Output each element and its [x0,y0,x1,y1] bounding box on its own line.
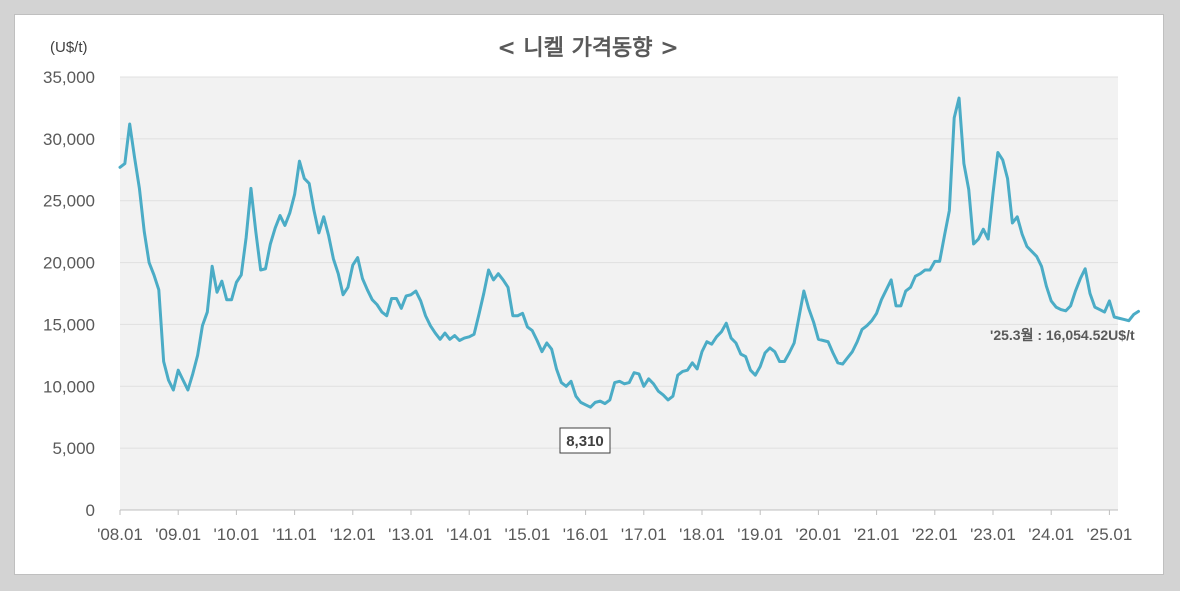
plot-area [120,77,1118,510]
x-tick-label: '16.01 [563,525,609,544]
chart-title: < 니켈 가격동향 > [497,36,678,61]
x-tick-label: '17.01 [621,525,667,544]
x-tick-label: '24.01 [1028,525,1074,544]
x-tick-label: '23.01 [970,525,1016,544]
x-tick-label: '25.01 [1087,525,1133,544]
y-tick-label: 20,000 [43,254,95,273]
x-tick-label: '15.01 [505,525,551,544]
x-tick-label: '12.01 [330,525,376,544]
x-axis-ticks: '08.01 '09.01 '10.01 '11.01 '12.01 '13.01 '14.… [97,510,1132,544]
x-tick-label: '20.01 [796,525,842,544]
min-value-label: 8,310 [566,433,604,450]
x-tick-label: '11.01 [272,525,317,544]
y-tick-label: 15,000 [43,315,95,334]
y-tick-label: 30,000 [43,130,95,149]
x-tick-label: '10.01 [214,525,260,544]
x-tick-label: '18.01 [679,525,725,544]
min-value-callout: 8,310 [559,427,611,454]
last-value-label: '25.3월 : 16,054.52U$/t [990,327,1135,343]
y-axis-ticks: 0 5,000 10,000 15,000 20,000 25,000 30,000 35,0… [43,68,95,520]
y-tick-label: 25,000 [43,192,95,211]
y-tick-label: 0 [86,501,95,520]
x-tick-label: '09.01 [155,525,201,544]
y-axis-unit-label: (U$/t) [50,39,88,56]
x-tick-label: '21.01 [854,525,900,544]
min-value-box [559,427,611,454]
x-tick-label: '14.01 [446,525,492,544]
x-tick-label: '19.01 [737,525,783,544]
x-tick-label: '22.01 [912,525,958,544]
x-tick-label: '13.01 [388,525,434,544]
y-tick-label: 35,000 [43,68,95,87]
x-tick-label: '08.01 [97,525,143,544]
y-tick-label: 5,000 [52,439,95,458]
nickel-price-line [118,96,1140,409]
y-tick-label: 10,000 [43,377,95,396]
